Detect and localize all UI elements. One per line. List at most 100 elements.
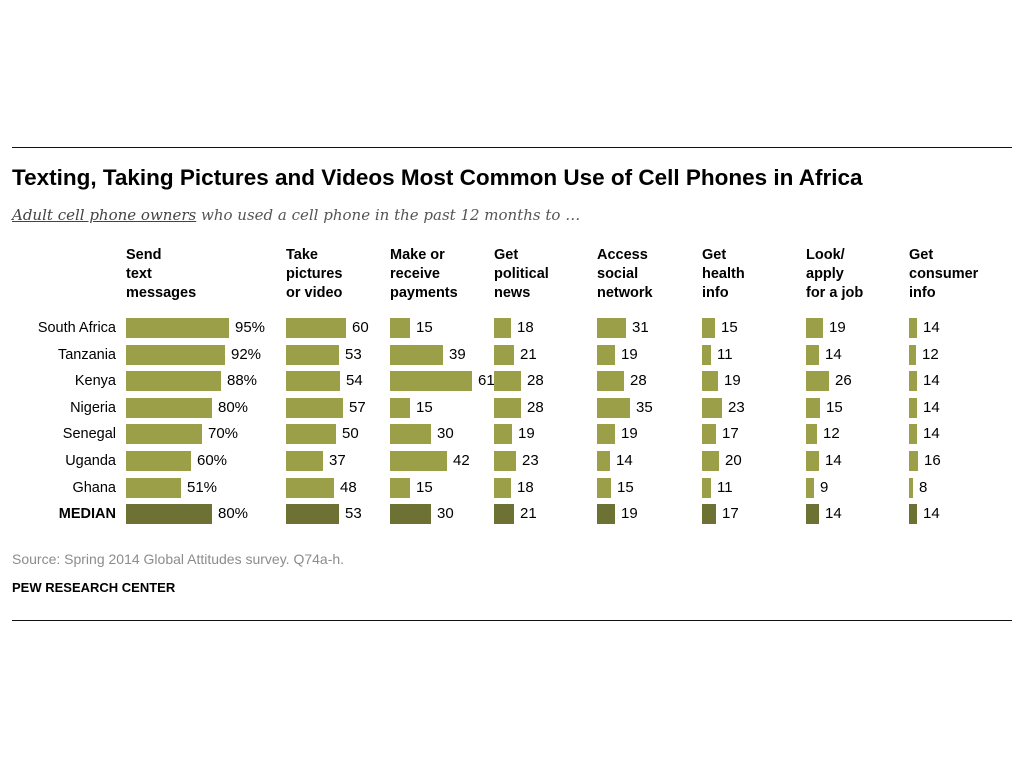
data-label-tanzania-col2: 53 (345, 345, 362, 363)
data-label-south-africa-col1: 95% (235, 319, 266, 336)
row-label-senegal: Senegal (62, 426, 116, 443)
data-label-kenya-col8: 14 (923, 372, 940, 390)
bar-nigeria-col1 (126, 397, 212, 418)
data-label-kenya-col5: 28 (630, 372, 647, 390)
bar-kenya-col4 (494, 371, 521, 392)
row-label-kenya: Kenya (74, 373, 116, 390)
bar-south-africa-col6 (702, 318, 715, 338)
bar-tanzania-col2 (286, 344, 339, 365)
data-label-nigeria-col6: 23 (728, 398, 745, 416)
data-label-uganda-col1: 60% (197, 452, 228, 469)
bar-ghana-col2 (286, 477, 334, 498)
bar-senegal-col2 (286, 424, 336, 445)
data-label-senegal-col6: 17 (722, 425, 739, 443)
data-label-median-col1: 80% (218, 505, 249, 523)
data-label-kenya-col3: 61 (478, 372, 495, 390)
bar-tanzania-col1 (126, 344, 225, 365)
data-label-south-africa-col8: 14 (923, 319, 940, 336)
bar-tanzania-col4 (494, 344, 514, 365)
column-header-6: Get health info (702, 247, 745, 301)
column-header-5: Access social network (597, 247, 653, 301)
row-label-uganda: Uganda (65, 453, 116, 469)
data-label-senegal-col4: 19 (518, 425, 535, 443)
bar-kenya-col2 (286, 371, 340, 392)
data-label-kenya-col7: 26 (835, 372, 852, 390)
bar-senegal-col5 (597, 424, 615, 445)
bar-south-africa-col5 (597, 318, 626, 338)
subtitle-underlined: Adult cell phone owners (12, 206, 197, 224)
bar-senegal-col3 (390, 424, 431, 445)
bar-kenya-col7 (806, 371, 829, 392)
bar-median-col8 (909, 504, 917, 525)
bar-ghana-col5 (597, 477, 611, 498)
bar-ghana-col6 (702, 477, 711, 498)
bar-median-col7 (806, 504, 819, 525)
data-label-tanzania-col5: 19 (621, 345, 638, 363)
column-header-1: Send text messages (126, 247, 197, 301)
data-label-uganda-col6: 20 (725, 452, 742, 469)
data-label-median-col4: 21 (520, 505, 537, 523)
organization-name: PEW RESEARCH CENTER (12, 580, 176, 595)
data-label-senegal-col3: 30 (437, 425, 454, 443)
bar-ghana-col1 (126, 477, 181, 498)
data-label-uganda-col3: 42 (453, 452, 470, 469)
data-label-nigeria-col5: 35 (636, 398, 653, 416)
data-label-south-africa-col6: 15 (721, 319, 738, 336)
bar-kenya-col8 (909, 371, 917, 392)
data-label-uganda-col7: 14 (825, 452, 842, 469)
row-label-nigeria: Nigeria (70, 399, 116, 416)
bar-kenya-col1 (126, 371, 221, 392)
bar-senegal-col6 (702, 424, 716, 445)
row-label-median: MEDIAN (58, 506, 116, 523)
data-label-senegal-col2: 50 (342, 425, 359, 443)
data-label-tanzania-col8: 12 (922, 345, 939, 363)
bar-uganda-col7 (806, 451, 819, 471)
bar-nigeria-col5 (597, 397, 630, 418)
bar-senegal-col1 (126, 424, 202, 445)
data-label-median-col6: 17 (722, 505, 739, 523)
bar-tanzania-col5 (597, 344, 615, 365)
bar-median-col1 (126, 504, 212, 525)
bar-nigeria-col6 (702, 397, 722, 418)
bar-uganda-col4 (494, 451, 516, 471)
data-label-senegal-col1: 70% (208, 425, 239, 443)
data-label-ghana-col5: 15 (617, 478, 634, 496)
bar-median-col6 (702, 504, 716, 525)
subtitle-rest: who used a cell phone in the past 12 mon… (196, 206, 581, 224)
data-label-ghana-col8: 8 (919, 478, 928, 496)
bar-median-col2 (286, 504, 339, 525)
data-label-uganda-col8: 16 (924, 452, 941, 469)
top-rule (12, 147, 1012, 148)
data-label-tanzania-col7: 14 (825, 345, 842, 363)
data-label-kenya-col6: 19 (724, 372, 741, 390)
data-label-ghana-col4: 18 (517, 478, 534, 496)
data-label-ghana-col6: 11 (717, 478, 733, 496)
data-label-ghana-col7: 9 (820, 478, 829, 496)
data-label-nigeria-col3: 15 (416, 398, 433, 416)
bar-south-africa-col8 (909, 318, 917, 338)
bar-nigeria-col3 (390, 397, 410, 418)
bar-median-col3 (390, 504, 431, 525)
bar-nigeria-col4 (494, 397, 521, 418)
bar-senegal-col8 (909, 424, 917, 445)
bar-uganda-col5 (597, 451, 610, 471)
data-label-tanzania-col1: 92% (231, 345, 262, 363)
bar-median-col5 (597, 504, 615, 525)
bar-south-africa-col7 (806, 318, 823, 338)
column-header-3: Make or receive payments (390, 247, 458, 301)
data-label-uganda-col2: 37 (329, 452, 346, 469)
data-label-south-africa-col3: 15 (416, 319, 433, 336)
data-label-median-col5: 19 (621, 505, 638, 523)
bar-ghana-col4 (494, 477, 511, 498)
bar-tanzania-col7 (806, 344, 819, 365)
data-label-ghana-col3: 15 (416, 478, 433, 496)
bar-uganda-col6 (702, 451, 719, 471)
data-label-nigeria-col2: 57 (349, 398, 366, 416)
bar-uganda-col3 (390, 451, 447, 471)
bar-kenya-col6 (702, 371, 718, 392)
bar-median-col4 (494, 504, 514, 525)
bar-kenya-col3 (390, 371, 472, 392)
data-label-nigeria-col4: 28 (527, 398, 544, 416)
data-label-senegal-col7: 12 (823, 425, 840, 443)
bar-uganda-col2 (286, 451, 323, 471)
